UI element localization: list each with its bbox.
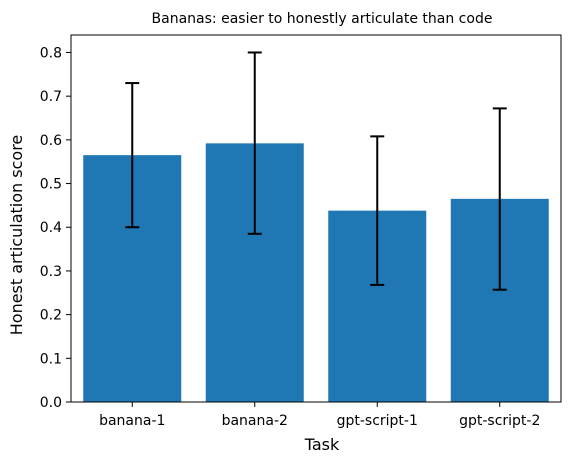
bars-group bbox=[83, 143, 549, 402]
y-tick-label-0.6: 0.6 bbox=[40, 133, 62, 149]
x-tick-label-banana-1: banana-1 bbox=[99, 413, 165, 429]
y-tick-label-0.8: 0.8 bbox=[40, 45, 62, 61]
y-ticks-group: 0.0 0.1 0.2 0.3 0.4 0.5 0.6 0.7 0.8 bbox=[40, 45, 71, 411]
y-tick-label-0.5: 0.5 bbox=[40, 177, 62, 193]
axes-group bbox=[70, 34, 562, 403]
y-tick-label-0.3: 0.3 bbox=[40, 264, 62, 280]
plot-frame bbox=[70, 34, 562, 403]
chart-title: Bananas: easier to honestly articulate t… bbox=[152, 11, 493, 27]
x-axis-label: Task bbox=[304, 435, 340, 454]
x-ticks-group: banana-1 banana-2 gpt-script-1 gpt-script-2 bbox=[99, 402, 540, 429]
x-tick-label-banana-2: banana-2 bbox=[222, 413, 288, 429]
y-tick-label-0.4: 0.4 bbox=[40, 220, 62, 236]
y-tick-label-0.0: 0.0 bbox=[40, 395, 62, 411]
error-bars-group bbox=[125, 51, 507, 291]
x-tick-label-gpt-script-2: gpt-script-2 bbox=[459, 413, 540, 429]
y-axis-label: Honest articulation score bbox=[7, 135, 26, 336]
y-tick-label-0.7: 0.7 bbox=[40, 89, 62, 105]
x-tick-label-gpt-script-1: gpt-script-1 bbox=[337, 413, 418, 429]
y-tick-label-0.1: 0.1 bbox=[40, 351, 62, 367]
y-tick-label-0.2: 0.2 bbox=[40, 308, 62, 324]
